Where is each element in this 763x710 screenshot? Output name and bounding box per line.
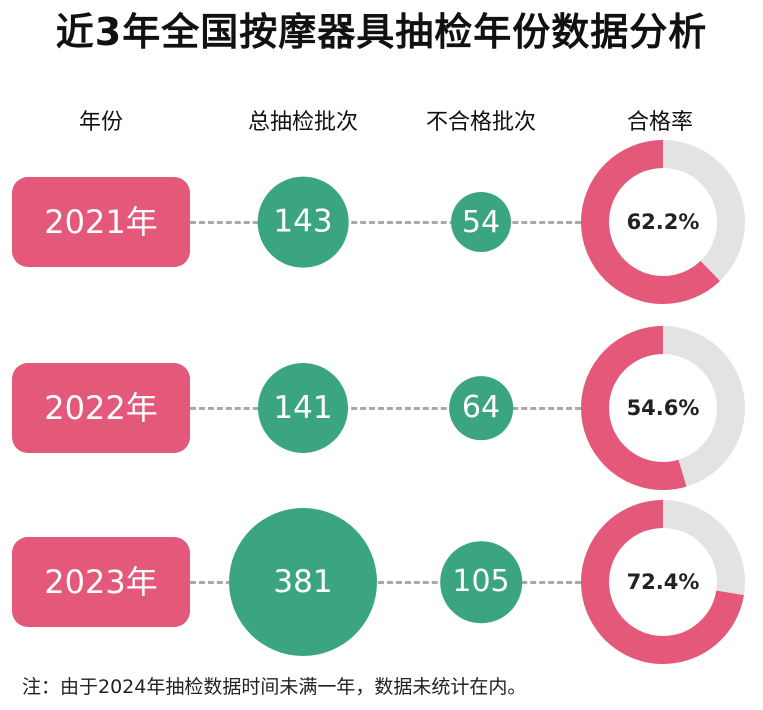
header-pass-rate: 合格率 <box>626 110 694 135</box>
footnote: 注：由于2024年抽检数据时间未满一年，数据未统计在内。 <box>22 676 527 698</box>
pass-rate-donut <box>581 500 745 664</box>
failed-bubble: 64 <box>449 376 513 440</box>
year-label: 2022年 <box>12 363 190 453</box>
total-bubble: 381 <box>229 508 377 656</box>
total-bubble: 141 <box>257 362 349 454</box>
header-total: 总抽检批次 <box>247 110 359 135</box>
header-failed: 不合格批次 <box>425 110 537 135</box>
page-title: 近3年全国按摩器具抽检年份数据分析 <box>55 10 708 54</box>
failed-bubble: 105 <box>440 541 522 623</box>
header-year: 年份 <box>78 110 124 135</box>
pass-rate-label: 72.4% <box>626 570 700 594</box>
pass-rate-label: 62.2% <box>626 210 700 234</box>
pass-rate-donut <box>581 140 745 304</box>
connector-line <box>190 581 581 584</box>
donut-pass-arc <box>581 500 745 664</box>
year-label: 2023年 <box>12 537 190 627</box>
total-bubble: 143 <box>257 176 349 268</box>
year-label: 2021年 <box>12 177 190 267</box>
connector-line <box>190 221 581 224</box>
pass-rate-donut <box>581 326 745 490</box>
pass-rate-label: 54.6% <box>626 396 700 420</box>
donut-pass-arc <box>581 140 745 304</box>
connector-line <box>190 407 581 410</box>
failed-bubble: 54 <box>451 192 511 252</box>
donut-pass-arc <box>581 326 745 490</box>
